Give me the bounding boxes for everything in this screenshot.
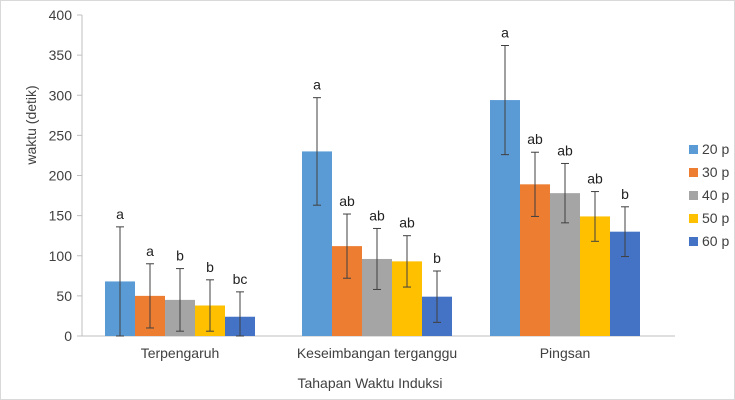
significance-label: a	[501, 24, 509, 40]
legend-label: 50 p	[702, 210, 729, 226]
significance-label: a	[146, 243, 154, 259]
category-label: Keseimbangan terganggu	[297, 345, 457, 361]
y-tick-label: 0	[64, 328, 72, 344]
significance-label: a	[313, 77, 321, 93]
y-tick-label: 200	[49, 168, 73, 184]
significance-label: b	[176, 248, 184, 264]
y-tick-label: 350	[49, 47, 73, 63]
legend-swatch	[689, 214, 698, 223]
y-tick-label: 400	[49, 7, 73, 23]
significance-label: b	[621, 186, 629, 202]
legend-label: 40 p	[702, 187, 729, 203]
significance-label: b	[206, 259, 214, 275]
legend: 20 p 30 p 40 p 50 p 60 p	[689, 141, 729, 249]
y-tick-label: 150	[49, 208, 73, 224]
legend-label: 60 p	[702, 233, 729, 249]
y-axis-ticks: 0 50 100 150 200 250 300 350 400	[49, 7, 82, 344]
y-tick-label: 300	[49, 87, 73, 103]
category-label: Terpengaruh	[141, 345, 220, 361]
legend-label: 30 p	[702, 164, 729, 180]
legend-label: 20 p	[702, 141, 729, 157]
significance-label: ab	[557, 142, 573, 158]
legend-swatch	[689, 237, 698, 246]
significance-label: ab	[527, 131, 543, 147]
significance-label: ab	[369, 207, 385, 223]
y-tick-label: 100	[49, 248, 73, 264]
significance-label: ab	[399, 215, 415, 231]
category-label: Pingsan	[540, 345, 591, 361]
category-labels: Terpengaruh Keseimbangan terganggu Pingsan	[141, 345, 591, 361]
significance-label: b	[433, 250, 441, 266]
significance-label: a	[116, 206, 124, 222]
y-tick-label: 250	[49, 127, 73, 143]
significance-label: bc	[233, 271, 248, 287]
legend-swatch	[689, 191, 698, 200]
significance-label: ab	[339, 193, 355, 209]
y-axis-title: waktu (detik)	[23, 85, 39, 165]
y-tick-label: 50	[56, 288, 72, 304]
legend-swatch	[689, 145, 698, 154]
significance-label: ab	[587, 171, 603, 187]
x-axis-title: Tahapan Waktu Induksi	[297, 375, 442, 391]
legend-swatch	[689, 168, 698, 177]
